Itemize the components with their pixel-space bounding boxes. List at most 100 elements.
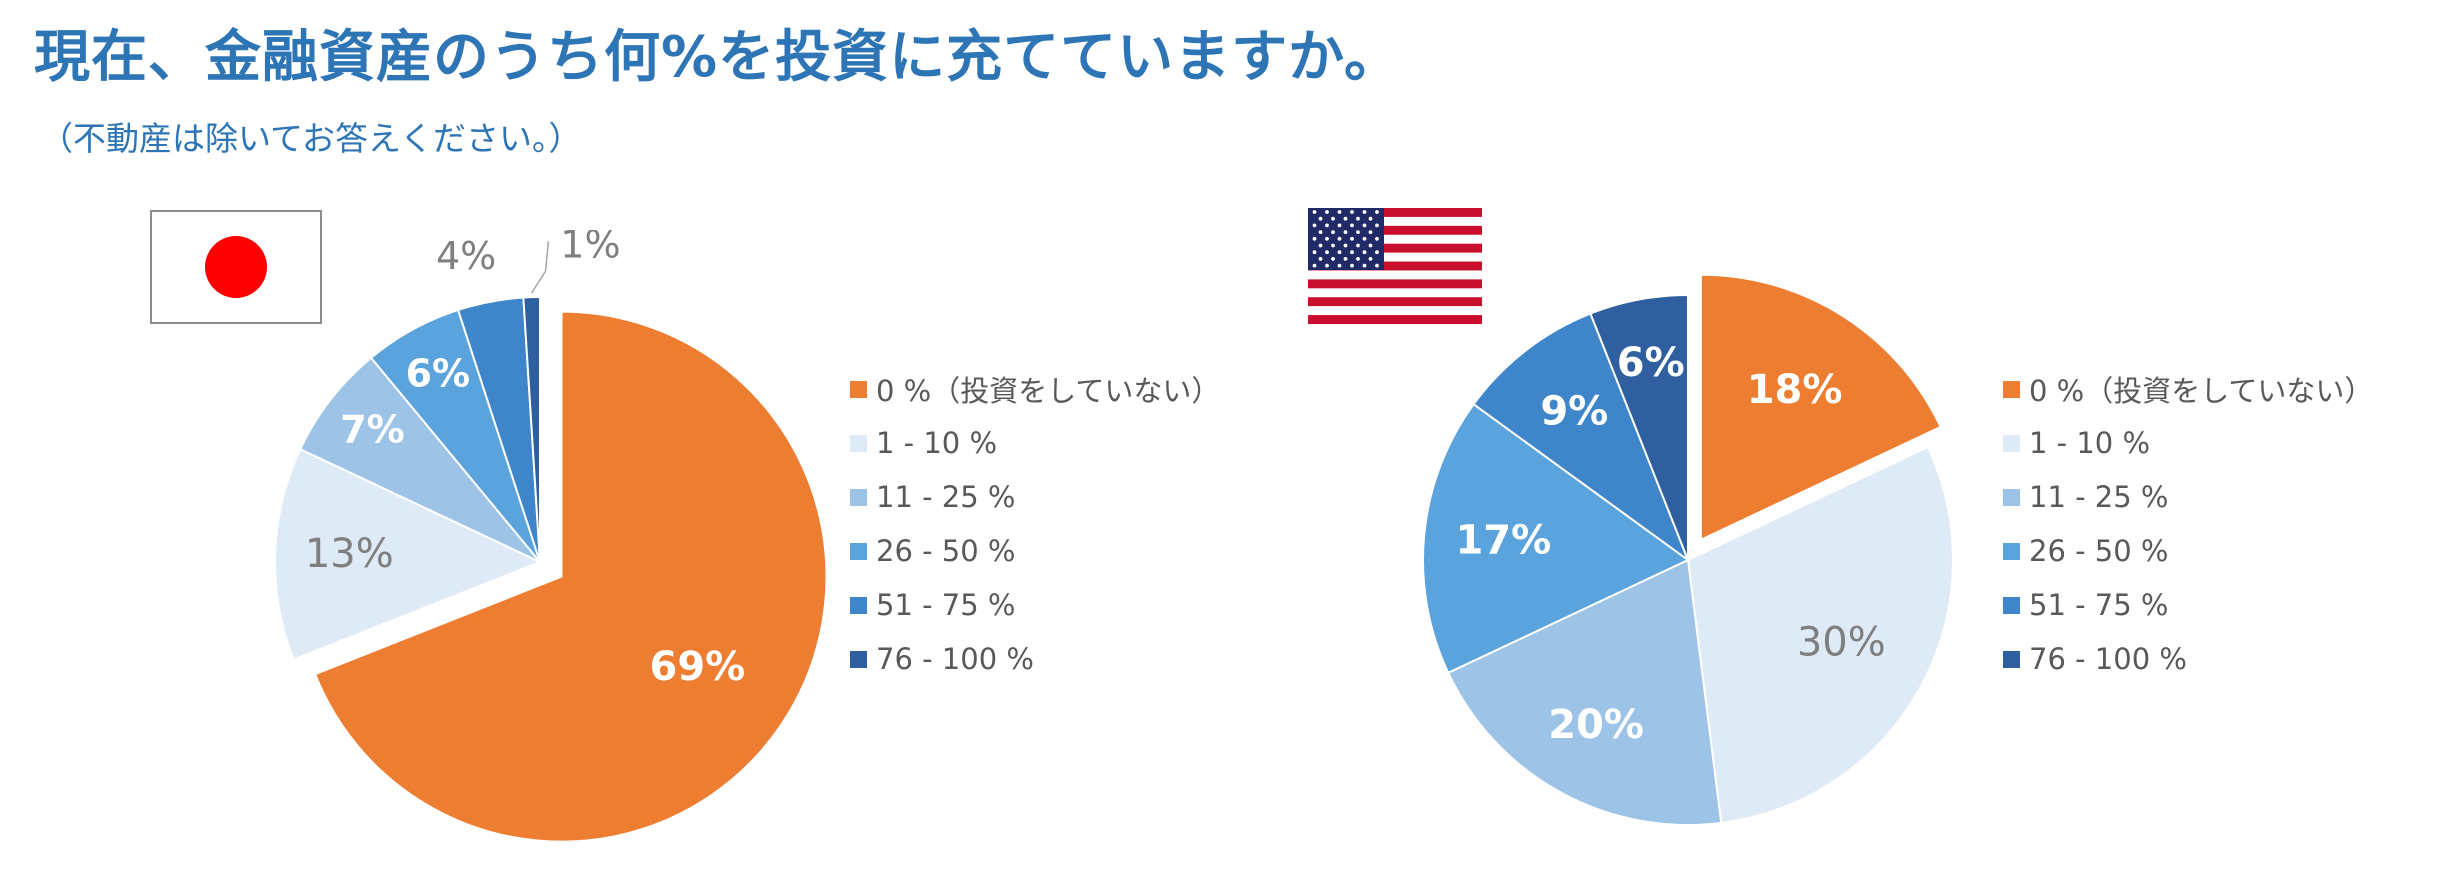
pie-slice: [274, 447, 543, 661]
legend-swatch: [850, 380, 867, 398]
japan-pie-chart: 69% 13% 7%6% 4% 1%: [274, 230, 828, 843]
legend-item: 26 - 50 %: [2003, 524, 2373, 578]
flag-star: [1356, 230, 1360, 234]
legend-label: 11 - 25 %: [2029, 480, 2169, 514]
legend-label: 51 - 75 %: [876, 588, 1016, 622]
pie-slice: [1686, 445, 1954, 825]
flag-stripe: [1308, 216, 1482, 227]
label-leader-line: [530, 241, 550, 294]
legend-label: 76 - 100 %: [2029, 642, 2187, 676]
flag-stripe: [1308, 234, 1482, 244]
flag-star: [1375, 250, 1379, 255]
usa-pie-chart: 18% 30% 20% 17% 9%6%: [1422, 273, 1954, 826]
flag-stripe: [1308, 252, 1482, 262]
flag-star: [1337, 250, 1342, 255]
flag-star: [1350, 263, 1354, 268]
legend-label: 26 - 50 %: [876, 534, 1016, 568]
legend-label: 1 - 10 %: [876, 426, 998, 460]
flag-stripe: [1308, 243, 1482, 253]
legend-label: 1 - 10 %: [2029, 426, 2151, 460]
flag-star: [1343, 230, 1348, 234]
legend-item: 0 %（投資をしていない）: [850, 362, 1220, 416]
legend-label: 0 %（投資をしていない）: [876, 374, 1221, 408]
data-label: 69%: [650, 644, 746, 690]
legend-label: 26 - 50 %: [2029, 534, 2169, 568]
legend-swatch: [2003, 542, 2020, 560]
legend-item: 51 - 75 %: [850, 578, 1220, 632]
legend-swatch: [2003, 488, 2020, 506]
flag-star: [1318, 216, 1323, 221]
legend-item: 1 - 10 %: [850, 416, 1220, 470]
pie-slice: [1422, 402, 1690, 675]
data-label: 9%: [1540, 388, 1608, 434]
flag-star: [1325, 223, 1329, 228]
flag-star: [1368, 243, 1373, 248]
legend-swatch: [850, 434, 867, 452]
legend-swatch: [2003, 650, 2020, 668]
legend-swatch: [2003, 380, 2020, 398]
pie-slice: [298, 356, 541, 563]
flag-star: [1331, 216, 1335, 221]
legend-item: 76 - 100 %: [2003, 632, 2373, 686]
flag-star: [1343, 216, 1348, 221]
flag-star: [1375, 236, 1379, 241]
flag-star: [1312, 263, 1317, 268]
flag-star: [1318, 257, 1323, 261]
flag-star: [1331, 230, 1335, 234]
flag-star: [1325, 236, 1329, 241]
flag-star: [1337, 223, 1342, 228]
flag-star: [1350, 250, 1354, 255]
flag-star: [1331, 243, 1335, 248]
data-label: 6%: [1617, 340, 1685, 386]
flag-star: [1362, 250, 1367, 255]
flag-star: [1337, 210, 1342, 214]
flag-star: [1362, 223, 1367, 228]
flag-star: [1337, 236, 1342, 241]
flag-star: [1375, 210, 1379, 214]
legend-item: 11 - 25 %: [850, 470, 1220, 524]
flag-stripe: [1308, 288, 1482, 298]
legend-swatch: [2003, 596, 2020, 614]
legend-label: 11 - 25 %: [876, 480, 1016, 514]
flag-star: [1312, 223, 1317, 228]
pie-slice: [1589, 293, 1689, 561]
flag-star: [1325, 263, 1329, 268]
flag-stripe: [1308, 279, 1482, 289]
data-label: 18%: [1747, 367, 1843, 413]
flag-star: [1375, 223, 1379, 228]
usa-legend: 0 %（投資をしていない） 1 - 10 % 11 - 25 % 26 - 50…: [2003, 362, 2373, 686]
flag-stripe: [1308, 297, 1482, 307]
pie-slice: [1446, 558, 1723, 826]
flag-star: [1331, 257, 1335, 261]
flag-star: [1356, 216, 1360, 221]
flag-stripe: [1308, 261, 1482, 271]
flag-star: [1312, 250, 1317, 255]
usa-flag: [1308, 208, 1482, 324]
legend-label: 0 %（投資をしていない）: [2029, 374, 2374, 408]
legend-swatch: [850, 488, 867, 506]
flag-star: [1325, 210, 1329, 214]
legend-item: 1 - 10 %: [2003, 416, 2373, 470]
data-label: 7%: [340, 408, 405, 452]
legend-item: 26 - 50 %: [850, 524, 1220, 578]
legend-swatch: [850, 542, 867, 560]
japan-flag: [150, 210, 322, 324]
data-label: 4%: [436, 234, 496, 278]
flag-star: [1343, 243, 1348, 248]
data-label: 1%: [560, 230, 620, 267]
flag-stripe: [1308, 270, 1482, 280]
flag-star: [1350, 210, 1354, 214]
page-title: 現在、金融資産のうち何%を投資に充てていますか。: [34, 25, 1401, 90]
data-label: 17%: [1455, 518, 1551, 564]
flag-star: [1350, 223, 1354, 228]
flag-star: [1337, 263, 1342, 268]
pie-slice: [522, 295, 541, 563]
flag-star: [1312, 236, 1317, 241]
flag-star: [1325, 250, 1329, 255]
legend-item: 51 - 75 %: [2003, 578, 2373, 632]
flag-star: [1368, 257, 1373, 261]
flag-stripe: [1308, 306, 1482, 316]
legend-label: 76 - 100 %: [876, 642, 1034, 676]
data-label: 30%: [1797, 619, 1886, 665]
legend-item: 11 - 25 %: [2003, 470, 2373, 524]
